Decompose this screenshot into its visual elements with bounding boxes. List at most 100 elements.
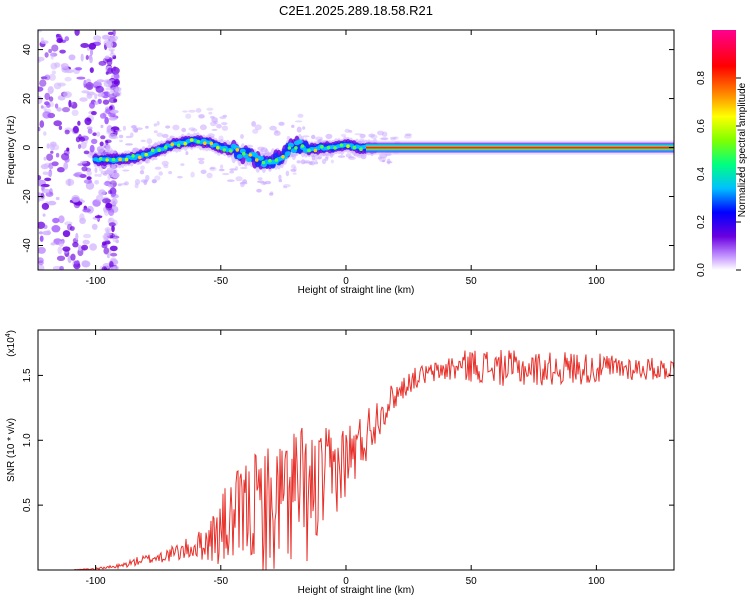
noise-blob [57,167,65,173]
snr-x-tick-label: 50 [466,576,478,587]
haze-blob [292,172,297,175]
ridge-core-point [333,146,337,150]
noise-blob [77,144,82,149]
noise-blob [70,101,78,109]
noise-blob [38,257,44,264]
spectrogram-x-label: Height of straight line (km) [298,285,415,296]
snr-y-multiplier-exp: 4 [5,333,12,337]
noise-blob [42,111,52,119]
haze-blob [145,125,149,129]
noise-blob [77,244,82,252]
noise-blob [48,48,52,54]
noise-blob [84,117,92,126]
haze-blob [235,176,243,182]
haze-blob [122,125,126,131]
spectrogram-y-tick-label: -20 [22,189,33,204]
snr-panel: -100 -50 0 50 100 0.5 1.0 1.5 Height of straig… [5,329,675,596]
noise-blob [99,113,107,119]
haze-blob [269,125,277,131]
spectrogram-x-tick-label: 100 [588,276,605,287]
haze-blob [190,171,195,178]
haze-blob [297,113,304,118]
ridge-core-point [131,154,135,158]
ridge-core-point [254,158,259,162]
haze-blob [185,151,189,156]
noise-blob [89,49,94,56]
ridge-core-point [294,146,298,150]
snr-x-tick-label: 100 [588,576,605,587]
noise-blob [81,166,88,172]
snr-y-tick-label: 1.0 [22,433,33,447]
haze-blob [132,127,139,133]
haze-blob [188,127,196,131]
noise-blob [58,125,63,130]
noise-blob [113,72,120,80]
haze-blob [325,133,333,140]
haze-blob [377,156,382,160]
haze-blob [168,171,173,175]
ridge-core-point [150,148,155,153]
noise-blob [44,177,52,182]
noise-blob [41,202,50,210]
noise-blob [109,52,116,57]
haze-blob [302,126,306,130]
haze-blob [209,167,215,170]
noise-blob [111,172,120,179]
noise-blob [68,99,72,108]
haze-blob [251,121,256,127]
noise-blob [54,103,59,109]
haze-blob [291,124,295,128]
figure-title: C2E1.2025.289.18.58.R21 [279,3,433,18]
ridge-core-point [229,149,233,153]
noise-blob [76,76,86,80]
haze-blob [119,139,123,143]
noise-blob [42,213,46,217]
spectrogram-panel: -100 -50 0 50 100 -40 -20 0 20 40 Height of stra… [6,29,675,296]
noise-blob [79,136,86,142]
noise-blob [94,215,103,219]
haze-blob [222,172,230,176]
noise-blob [112,30,116,37]
haze-blob [111,135,119,139]
snr-y-label: SNR (10 * v/v) [6,418,17,482]
haze-blob [221,122,228,126]
snr-x-ticks: -100 -50 0 50 100 [86,330,605,587]
haze-blob [382,131,388,137]
haze-blob [381,159,386,163]
ridge-core-point [216,146,220,150]
noise-blob [38,126,41,132]
noise-blob [110,49,114,55]
ridge-core-point [287,146,292,150]
haze-blob [378,156,386,162]
noise-blob [89,144,95,153]
haze-blob [161,133,169,138]
haze-blob [103,144,111,149]
ridge-core-point [209,141,214,146]
haze-blob [340,133,347,137]
noise-blob [94,93,98,100]
haze-blob [211,128,218,131]
noise-blob [43,131,47,136]
haze-blob [296,160,301,164]
snr-y-multiplier: (x104) [5,330,17,357]
ridge-core-point [203,141,207,145]
spectrogram-y-tick-label: -40 [22,238,33,253]
noise-blob [106,35,110,40]
haze-blob [181,127,187,133]
noise-blob [113,98,118,103]
colorbar-tick-label: 0.4 [696,167,707,181]
ridge-core-point [118,157,122,162]
noise-blob [91,138,98,144]
haze-blob [98,166,103,172]
noise-blob [44,52,49,58]
noise-blob [60,63,69,69]
noise-blob [109,109,119,114]
noise-blob [63,162,69,170]
noise-blob [49,73,56,81]
haze-blob [317,156,322,160]
noise-blob [111,235,120,239]
noise-blob [74,171,84,178]
noise-blob [109,35,119,41]
colorbar-gradient [712,30,736,270]
